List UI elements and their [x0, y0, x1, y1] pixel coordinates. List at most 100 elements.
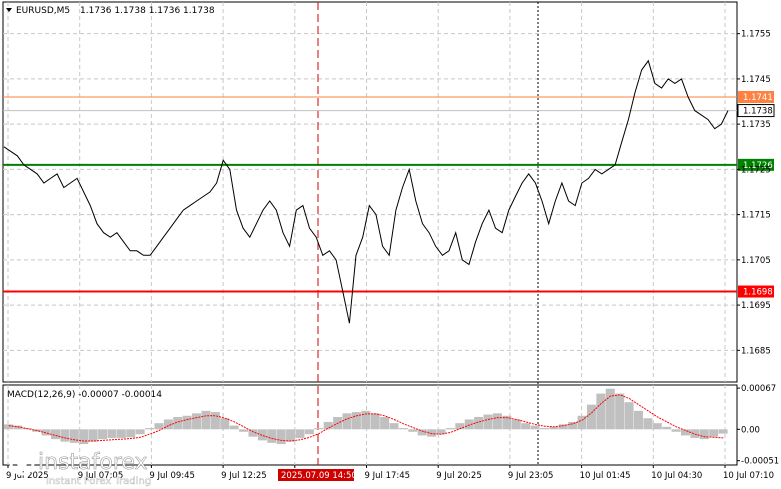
macd-bar: [474, 417, 484, 430]
macd-bar: [126, 429, 136, 438]
macd-bar: [511, 419, 521, 430]
macd-bar: [88, 429, 98, 442]
macd-bar: [436, 429, 446, 435]
macd-bar: [445, 428, 455, 430]
time-tick-label: 9 Jul 23:05: [508, 471, 554, 481]
time-tick-label: 9 Jul 17:45: [365, 471, 411, 481]
macd-bar: [220, 418, 230, 430]
macd-tick-label: -0.00051: [741, 457, 779, 467]
chart-header: EURUSD,M5 1.1736 1.1738 1.1736 1.1738: [6, 6, 215, 16]
price-tick-label: 1.1685: [741, 346, 771, 356]
macd-bar: [380, 417, 390, 430]
macd-bar: [615, 393, 625, 430]
macd-bar: [286, 429, 296, 442]
macd-axis: 0.00067 0.00 -0.00051: [737, 384, 779, 467]
macd-signal-line: [8, 394, 724, 442]
current-price-label: 1.1738: [743, 107, 773, 117]
macd-bar: [417, 429, 427, 436]
macd-bar: [633, 410, 643, 430]
price-line: [3, 59, 729, 324]
macd-bar: [60, 429, 70, 442]
macd-bar: [361, 410, 371, 430]
macd-bar: [135, 429, 145, 435]
macd-bar: [248, 429, 258, 437]
price-tick-label: 1.1695: [741, 301, 771, 311]
macd-bar: [605, 388, 615, 430]
macd-bar: [239, 429, 249, 432]
price-tick-label: 1.1705: [741, 256, 771, 266]
time-tick-label: 10 Jul 04:30: [651, 471, 702, 481]
macd-bar: [586, 404, 596, 430]
macd-bar: [643, 418, 653, 430]
macd-bar: [304, 429, 314, 435]
macd-bar: [652, 423, 662, 430]
price-series: [3, 59, 729, 324]
time-tick-label: 9 Jul 07:05: [78, 471, 124, 481]
macd-bar: [549, 426, 559, 430]
price-axis: 1.1755 1.1745 1.1735 1.1725 1.1715 1.1705 1.16…: [737, 30, 771, 356]
macd-bar: [718, 429, 728, 434]
macd-bar: [680, 429, 690, 436]
cursor-time-tag: [278, 469, 354, 481]
logo-emblem-inner-icon: [17, 458, 27, 468]
macd-bar: [671, 429, 681, 432]
macd-bar: [116, 429, 126, 438]
price-grid: [3, 2, 737, 465]
time-tick-label: 9 Jul 09:45: [149, 471, 195, 481]
macd-bar: [427, 429, 437, 437]
macd-bar: [596, 393, 606, 430]
macd-bar: [389, 423, 399, 430]
macd-bar: [192, 413, 202, 430]
level-label-support: 1.1698: [743, 288, 773, 298]
macd-bar: [4, 424, 14, 430]
macd-bar: [163, 419, 173, 430]
macd-bar: [568, 421, 578, 430]
price-pane-frame: [2, 1, 738, 383]
macd-bar: [98, 429, 108, 440]
level-tag-support: [738, 285, 774, 298]
macd-bar: [41, 429, 51, 436]
macd-bar: [210, 412, 220, 430]
macd-bar: [69, 429, 79, 443]
macd-bar: [502, 415, 512, 430]
macd-bar: [539, 428, 549, 430]
macd-bar: [342, 413, 352, 430]
time-tick-label: 9 Jul 12:25: [221, 471, 267, 481]
level-tag-mid: [738, 158, 774, 171]
time-tick-label: 10 Jul 01:45: [580, 471, 631, 481]
macd-bar: [690, 429, 700, 438]
macd-bar: [351, 412, 361, 430]
macd-bar: [530, 425, 540, 430]
logo-emblem-icon: [9, 450, 35, 476]
macd-bar: [699, 429, 709, 440]
current-price-tag: [737, 104, 775, 118]
macd-bar: [13, 425, 23, 430]
instaforex-logo: instaforex Instant Forex Trading: [9, 450, 151, 487]
macd-histogram: [4, 388, 728, 445]
ohlc-label: 1.1736 1.1738 1.1736 1.1738: [80, 6, 215, 16]
macd-bar: [314, 428, 324, 430]
macd-bar: [201, 410, 211, 430]
macd-bar: [323, 421, 333, 430]
macd-bar: [408, 429, 418, 432]
macd-bar: [267, 429, 277, 443]
macd-bar: [173, 417, 183, 430]
macd-bar: [455, 423, 465, 430]
cursor-time-label: 2025.07.09 14:50: [281, 471, 357, 481]
collapse-triangle-icon[interactable]: [6, 8, 12, 12]
macd-bar: [51, 429, 61, 440]
price-tick-label: 1.1715: [741, 211, 771, 221]
level-tag-resistance: [738, 91, 774, 103]
macd-bar: [521, 423, 531, 430]
macd-bar: [398, 428, 408, 430]
macd-bar: [145, 428, 155, 430]
macd-bar: [154, 423, 164, 430]
macd-bar: [79, 429, 89, 445]
macd-grid: [7, 385, 726, 465]
macd-bar: [483, 414, 493, 430]
macd-signal-series: [8, 394, 724, 442]
price-tick-label: 1.1725: [741, 165, 771, 175]
logo-tagline: Instant Forex Trading: [46, 476, 151, 487]
macd-bar: [276, 429, 286, 445]
